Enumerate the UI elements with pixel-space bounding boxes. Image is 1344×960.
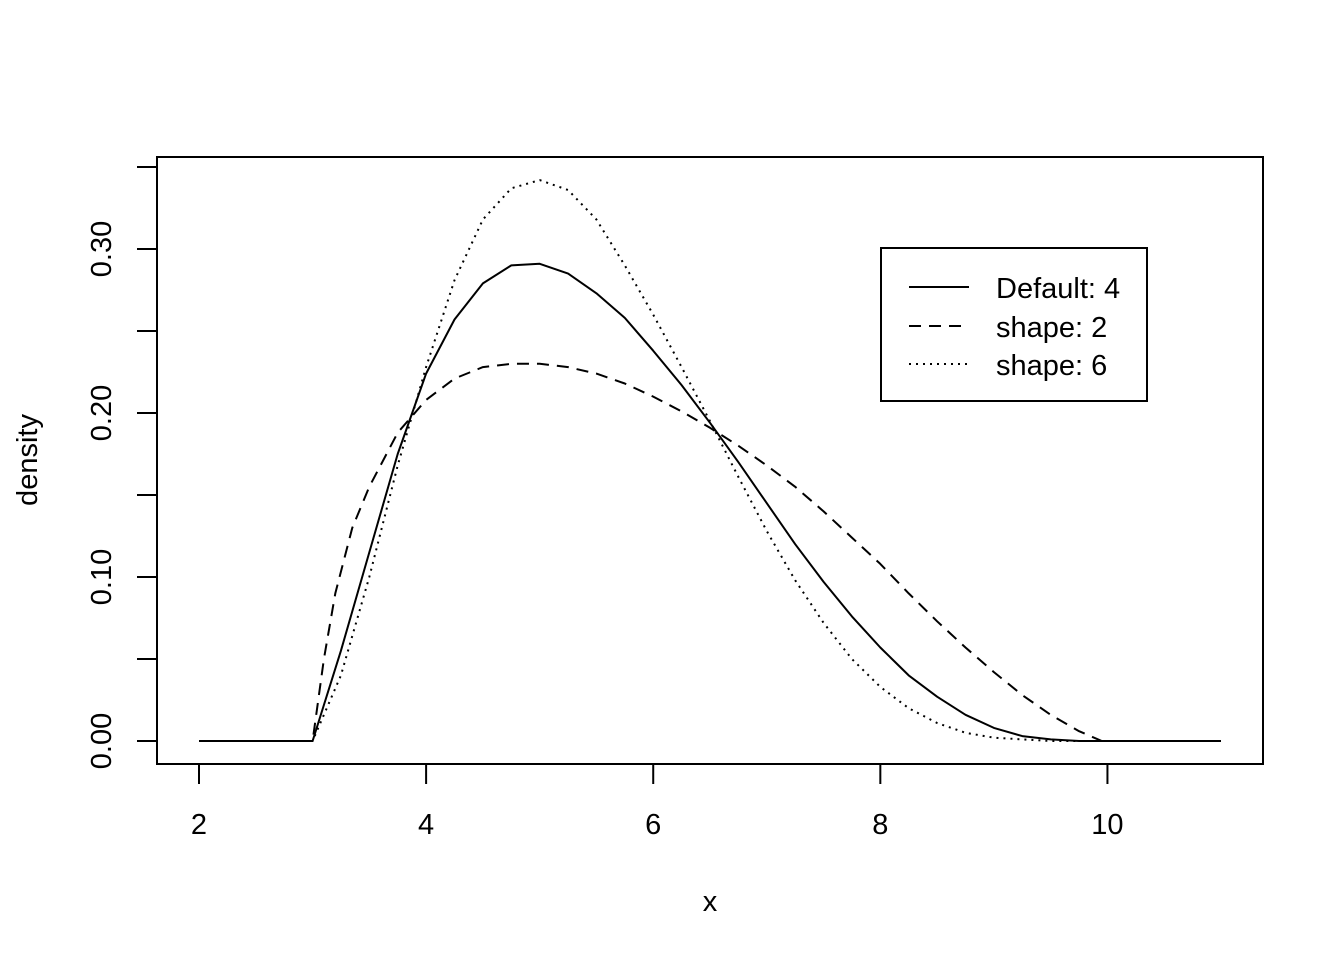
x-tick-label: 2 (191, 809, 207, 841)
y-axis: 0.00 0.10 0.20 0.30 (86, 166, 158, 769)
x-tick-label: 6 (645, 809, 661, 841)
x-axis: 2 4 6 8 10 (191, 763, 1124, 841)
legend-box (880, 247, 1148, 402)
x-tick-label: 10 (1091, 809, 1123, 841)
y-tick-label: 0.00 (86, 713, 118, 769)
y-axis-title: density (12, 414, 44, 506)
legend-label-shape-2: shape: 2 (996, 312, 1107, 344)
y-tick-label: 0.10 (86, 549, 118, 605)
x-tick-label: 8 (872, 809, 888, 841)
series-line-0 (199, 262, 1221, 742)
legend-label-shape-6: shape: 6 (996, 350, 1107, 382)
series-line-1 (199, 362, 1221, 742)
series-line-2 (199, 179, 1221, 742)
y-tick-label: 0.20 (86, 385, 118, 441)
x-tick-label: 4 (418, 809, 434, 841)
legend-label-default: Default: 4 (996, 273, 1120, 305)
x-axis-title: x (703, 886, 718, 918)
legend: Default: 4 shape: 2 shape: 6 (880, 247, 1148, 402)
series-layer (199, 179, 1221, 742)
y-tick-label: 0.30 (86, 221, 118, 277)
